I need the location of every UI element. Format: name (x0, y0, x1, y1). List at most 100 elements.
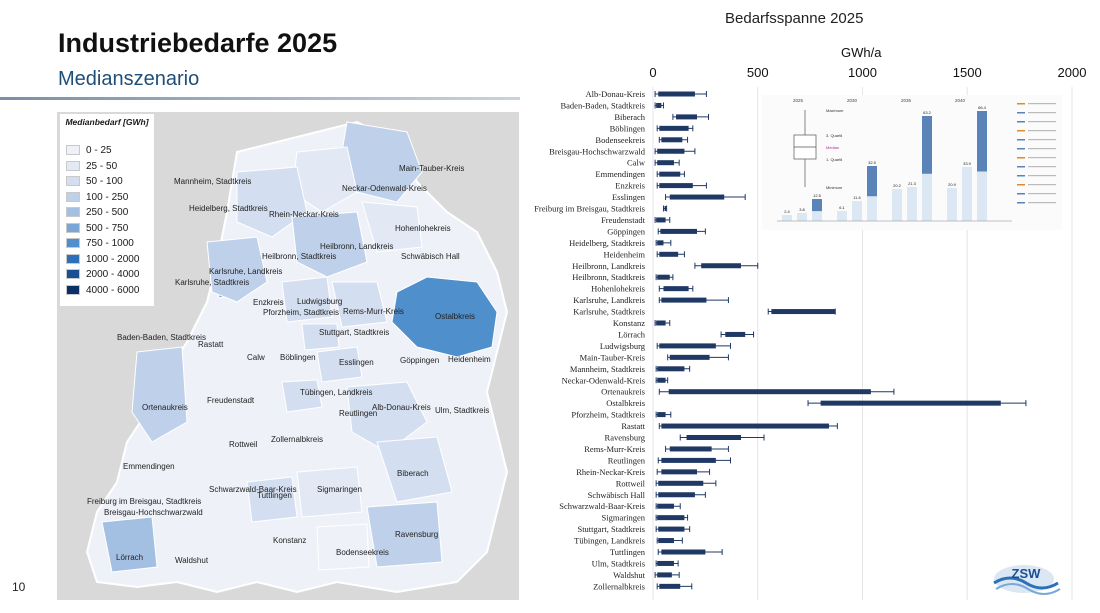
legend-label: 25 - 50 (86, 160, 118, 172)
x-tick-label: 1500 (953, 65, 982, 80)
region-rems-murr (331, 281, 388, 328)
range-box (656, 102, 662, 108)
category-label: Alb-Donau-Kreis (586, 89, 645, 99)
legend-item: 250 - 500 (66, 207, 128, 219)
map-label: Böblingen (280, 353, 316, 362)
inset-value-label: 32.5 (868, 160, 877, 165)
category-label: Esslingen (612, 192, 646, 202)
legend-swatch (66, 238, 80, 249)
region-ortenaukreis (131, 346, 188, 443)
map-label: Konstanz (273, 536, 307, 545)
logo-text: ZSW (1012, 566, 1042, 581)
category-label: Ulm, Stadtkreis (592, 558, 645, 568)
map-label: Rems-Murr-Kreis (343, 307, 404, 316)
legend-item: 4000 - 6000 (66, 285, 139, 297)
legend-swatch (66, 191, 80, 202)
category-label: Rastatt (621, 421, 645, 431)
region-heilbronn-landkreis (291, 211, 368, 278)
legend-swatch (66, 269, 80, 280)
region-ostalbkreis (391, 276, 498, 358)
inset-bar (852, 201, 862, 221)
inset-value-label: 11.6 (853, 195, 861, 200)
inset-legend-swatch (1017, 139, 1025, 141)
category-label: Heilbronn, Landkreis (572, 261, 645, 271)
legend-swatch (66, 145, 80, 156)
region-bodenseekreis (316, 523, 370, 571)
inset-figure: Maximum Minimum Median 1. Quartil 3. Quartil… (762, 95, 1062, 230)
range-box (669, 194, 725, 200)
map-label: Waldshut (175, 556, 209, 565)
title-divider (0, 97, 520, 100)
category-label: Schwarzwald-Baar-Kreis (559, 501, 645, 511)
inset-value-label: 21.3 (908, 181, 917, 186)
range-box (659, 125, 689, 131)
map-label: Enzkreis (253, 298, 284, 307)
category-label: Waldshut (613, 570, 646, 580)
range-box (669, 354, 710, 360)
map-label: Biberach (397, 469, 429, 478)
inset-svg: Maximum Minimum Median 1. Quartil 3. Quartil… (777, 98, 1056, 222)
inset-legend-swatch (1017, 148, 1025, 150)
inset-legend-swatch (1017, 184, 1025, 186)
category-label: Karlsruhe, Landkreis (573, 295, 645, 305)
map-label: Göppingen (400, 356, 440, 365)
category-label: Freiburg im Breisgau, Stadtkreis (534, 204, 645, 214)
map-label: Rhein-Neckar-Kreis (269, 210, 339, 219)
map-label: Breisgau-Hochschwarzwald (104, 508, 203, 517)
legend-label: 2000 - 4000 (86, 269, 140, 280)
inset-legend-swatch (1017, 175, 1025, 177)
legend-label: 1000 - 2000 (86, 253, 140, 265)
legend-swatch (66, 176, 80, 187)
region-rhein-neckar (236, 166, 308, 238)
legend-item: 500 - 750 (66, 223, 128, 235)
category-label: Tübingen, Landkreis (574, 536, 645, 546)
range-box (657, 274, 670, 280)
category-label: Enzkreis (615, 181, 645, 191)
region-ludwigsburg (281, 276, 333, 323)
x-tick-label: 500 (747, 65, 769, 80)
category-label: Pforzheim, Stadtkreis (571, 410, 645, 420)
category-label: Konstanz (613, 318, 645, 328)
range-box (659, 583, 681, 589)
category-label: Neckar-Odenwald-Kreis (562, 375, 645, 385)
map-svg (85, 120, 509, 594)
range-box (661, 469, 697, 475)
range-box (725, 331, 746, 337)
legend-item: 1000 - 2000 (66, 254, 139, 266)
legend-label: 50 - 100 (86, 176, 123, 187)
legend-label: 750 - 1000 (86, 238, 134, 249)
category-label: Emmendingen (595, 169, 645, 179)
category-label: Karlsruhe, Stadtkreis (573, 307, 645, 317)
map-label: Rottweil (229, 440, 258, 449)
map-label: Ludwigsburg (297, 297, 343, 306)
legend-swatch (66, 160, 80, 171)
map-label: Mannheim, Stadtkreis (174, 177, 252, 186)
range-box (659, 251, 679, 257)
region-biberach (376, 436, 453, 503)
region-ravensburg (366, 501, 443, 568)
range-box (659, 171, 681, 177)
category-label: Breisgau-Hochschwarzwald (549, 146, 646, 156)
chart-title: Bedarfsspanne 2025 (725, 10, 864, 27)
category-label: Ravensburg (605, 433, 646, 443)
range-box (771, 309, 836, 315)
district-map: Main-Tauber-Kreis Neckar-Odenwald-Kreis … (57, 112, 519, 600)
range-box (663, 286, 689, 292)
inset-year-label: 2025 (793, 98, 804, 103)
inset-value-label: 66.4 (978, 105, 987, 110)
range-box (820, 400, 1001, 406)
category-label: Lörrach (618, 329, 646, 339)
inset-key-label: 3. Quartil (826, 133, 842, 138)
region-loerrach (101, 516, 158, 573)
inset-legend-text (1028, 103, 1056, 105)
range-box (656, 320, 666, 326)
range-box (657, 560, 674, 566)
range-box (661, 423, 829, 429)
inset-legend-swatch (1017, 157, 1025, 159)
range-box (661, 137, 683, 143)
inset-key-label: Median (826, 145, 839, 150)
x-tick-label: 0 (649, 65, 656, 80)
legend-swatch (66, 284, 80, 295)
inset-legend-swatch (1017, 130, 1025, 132)
inset-bar (907, 187, 917, 221)
